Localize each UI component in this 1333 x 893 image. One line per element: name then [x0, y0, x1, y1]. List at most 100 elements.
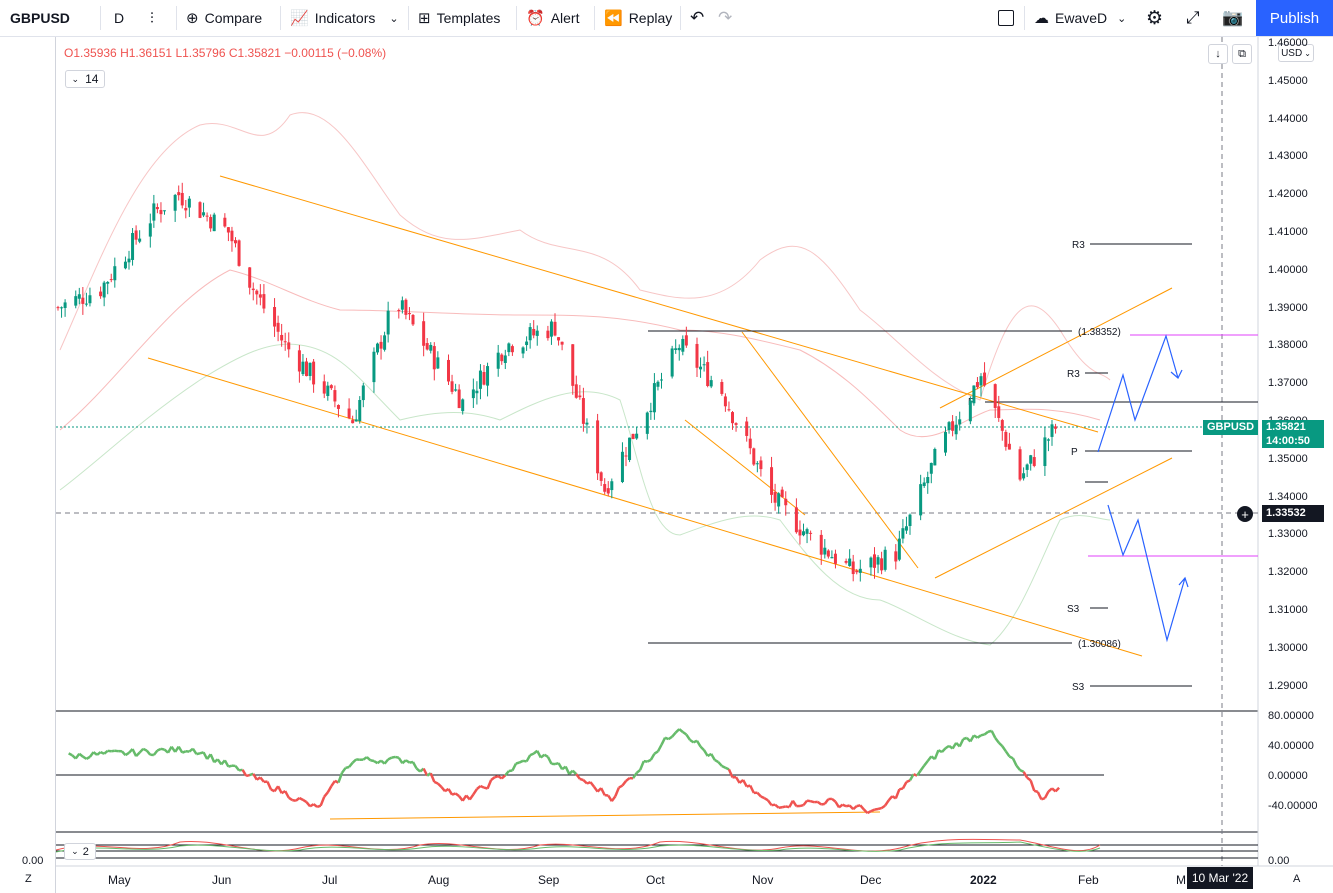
alert-label: Alert [550, 10, 580, 26]
osc-segment [674, 728, 681, 734]
price-chart[interactable]: (1.38352) (1.30086) R3 R3 P P S3 S3 [0, 37, 1333, 893]
candle-body [372, 351, 376, 383]
osc-segment [497, 775, 503, 780]
indicator-toggle[interactable]: ⌄ 14 [65, 70, 105, 88]
osc-segment [241, 769, 248, 777]
candle-body [486, 366, 490, 386]
osc-segment [472, 788, 478, 796]
symbol-search[interactable]: GBPUSD [10, 10, 70, 26]
third-pane-lines [55, 838, 1258, 859]
osc-segment [135, 751, 141, 758]
fullscreen-layout-button[interactable] [998, 0, 1014, 36]
indicators-button[interactable]: 📈 Indicators ⌄ [290, 0, 399, 36]
osc-segment [823, 798, 830, 805]
osc-segment [919, 764, 926, 772]
candle-body [379, 341, 383, 349]
osc-segment [845, 804, 850, 808]
candle-body [958, 419, 962, 425]
zoom-button[interactable]: Z [25, 873, 32, 885]
osc-segment [717, 761, 723, 767]
candle-body [972, 385, 976, 404]
osc-segment [856, 804, 861, 808]
compare-button[interactable]: ⊕ Compare [186, 0, 262, 36]
candle-body [1000, 420, 1004, 431]
candle-body [202, 212, 206, 216]
candle-body [809, 532, 813, 534]
osc-segment [671, 731, 677, 738]
candle-body [60, 307, 64, 309]
osc-segment [1001, 745, 1007, 753]
osc-segment [575, 773, 581, 780]
osc-segment [810, 799, 815, 804]
osc-segment [656, 744, 663, 753]
replay-button[interactable]: ⏪ Replay [604, 0, 672, 36]
candle-body [951, 421, 955, 431]
osc-segment [842, 803, 847, 808]
osc-segment [259, 776, 265, 783]
candle-body [450, 381, 454, 392]
osc-segment [614, 787, 621, 797]
candle-body [901, 528, 905, 539]
osc-segment [862, 808, 869, 814]
osc-segment [401, 759, 407, 765]
candle-body [347, 408, 351, 419]
osc-segment [312, 803, 318, 808]
chart-type-button[interactable]: ⫶ [150, 0, 160, 36]
osc-segment [82, 755, 88, 760]
layout-menu[interactable]: ☁ EwaveD ⌄ [1034, 0, 1126, 36]
osc-segment [191, 747, 198, 755]
candle-body [954, 424, 958, 435]
undo-button[interactable]: ↶ [690, 0, 704, 36]
pane2-toggle[interactable]: ⌄ 2 [64, 843, 96, 860]
osc-segment [383, 758, 390, 765]
redo-button[interactable]: ↷ [718, 0, 732, 36]
scroll-down-button[interactable]: ↓ [1208, 44, 1228, 64]
candle-body [102, 282, 106, 298]
osc-segment [894, 788, 901, 799]
candle-body [709, 380, 713, 387]
candle-body [333, 390, 337, 402]
osc-segment [746, 784, 751, 788]
snapshot-button[interactable]: 📷 [1222, 0, 1243, 36]
settings-button[interactable]: ⚙ [1146, 0, 1163, 36]
wave-projection [1097, 334, 1189, 643]
interval-button[interactable]: D [114, 10, 125, 26]
osc-segment [980, 733, 985, 737]
osc-segment [540, 753, 546, 759]
candle-body [848, 558, 852, 566]
candle-body [873, 554, 876, 568]
ohlc-low: L1.35796 [175, 46, 226, 60]
osc-segment [351, 758, 358, 764]
candle-body [432, 346, 436, 370]
osc-segment [422, 768, 429, 777]
osc-segment [1022, 771, 1029, 779]
osc-segment [997, 741, 1004, 748]
last-price-value: 1.35821 [1266, 421, 1306, 433]
osc-segment [316, 804, 322, 809]
templates-button[interactable]: ⊞ Templates [418, 0, 500, 36]
add-alert-button[interactable]: + [1237, 506, 1253, 522]
candle-body [720, 382, 724, 394]
candle-body [138, 238, 142, 242]
candle-body [1025, 464, 1029, 470]
osc-segment [682, 730, 688, 736]
candle-body [532, 328, 536, 336]
fullscreen-button[interactable]: ⤢ [1186, 0, 1200, 36]
candle-body [908, 514, 912, 527]
publish-button[interactable]: Publish [1256, 0, 1333, 36]
osc-segment [880, 804, 886, 810]
osc-segment [976, 734, 982, 739]
osc-segment [973, 734, 979, 739]
auto-scale-button[interactable]: A [1293, 873, 1301, 885]
currency-selector[interactable]: USD ⌄ [1278, 44, 1314, 62]
candle-body [546, 330, 550, 339]
candle-body [198, 202, 202, 218]
candle-body [826, 550, 830, 557]
alert-button[interactable]: ⏰ Alert [526, 0, 579, 36]
price-tick-label: 1.39000 [1268, 301, 1308, 314]
osc-segment [245, 773, 250, 778]
osc-segment [292, 798, 297, 802]
osc-segment [649, 753, 656, 761]
osc-segment [348, 761, 354, 768]
maximize-pane-button[interactable]: ⧉ [1232, 44, 1252, 64]
